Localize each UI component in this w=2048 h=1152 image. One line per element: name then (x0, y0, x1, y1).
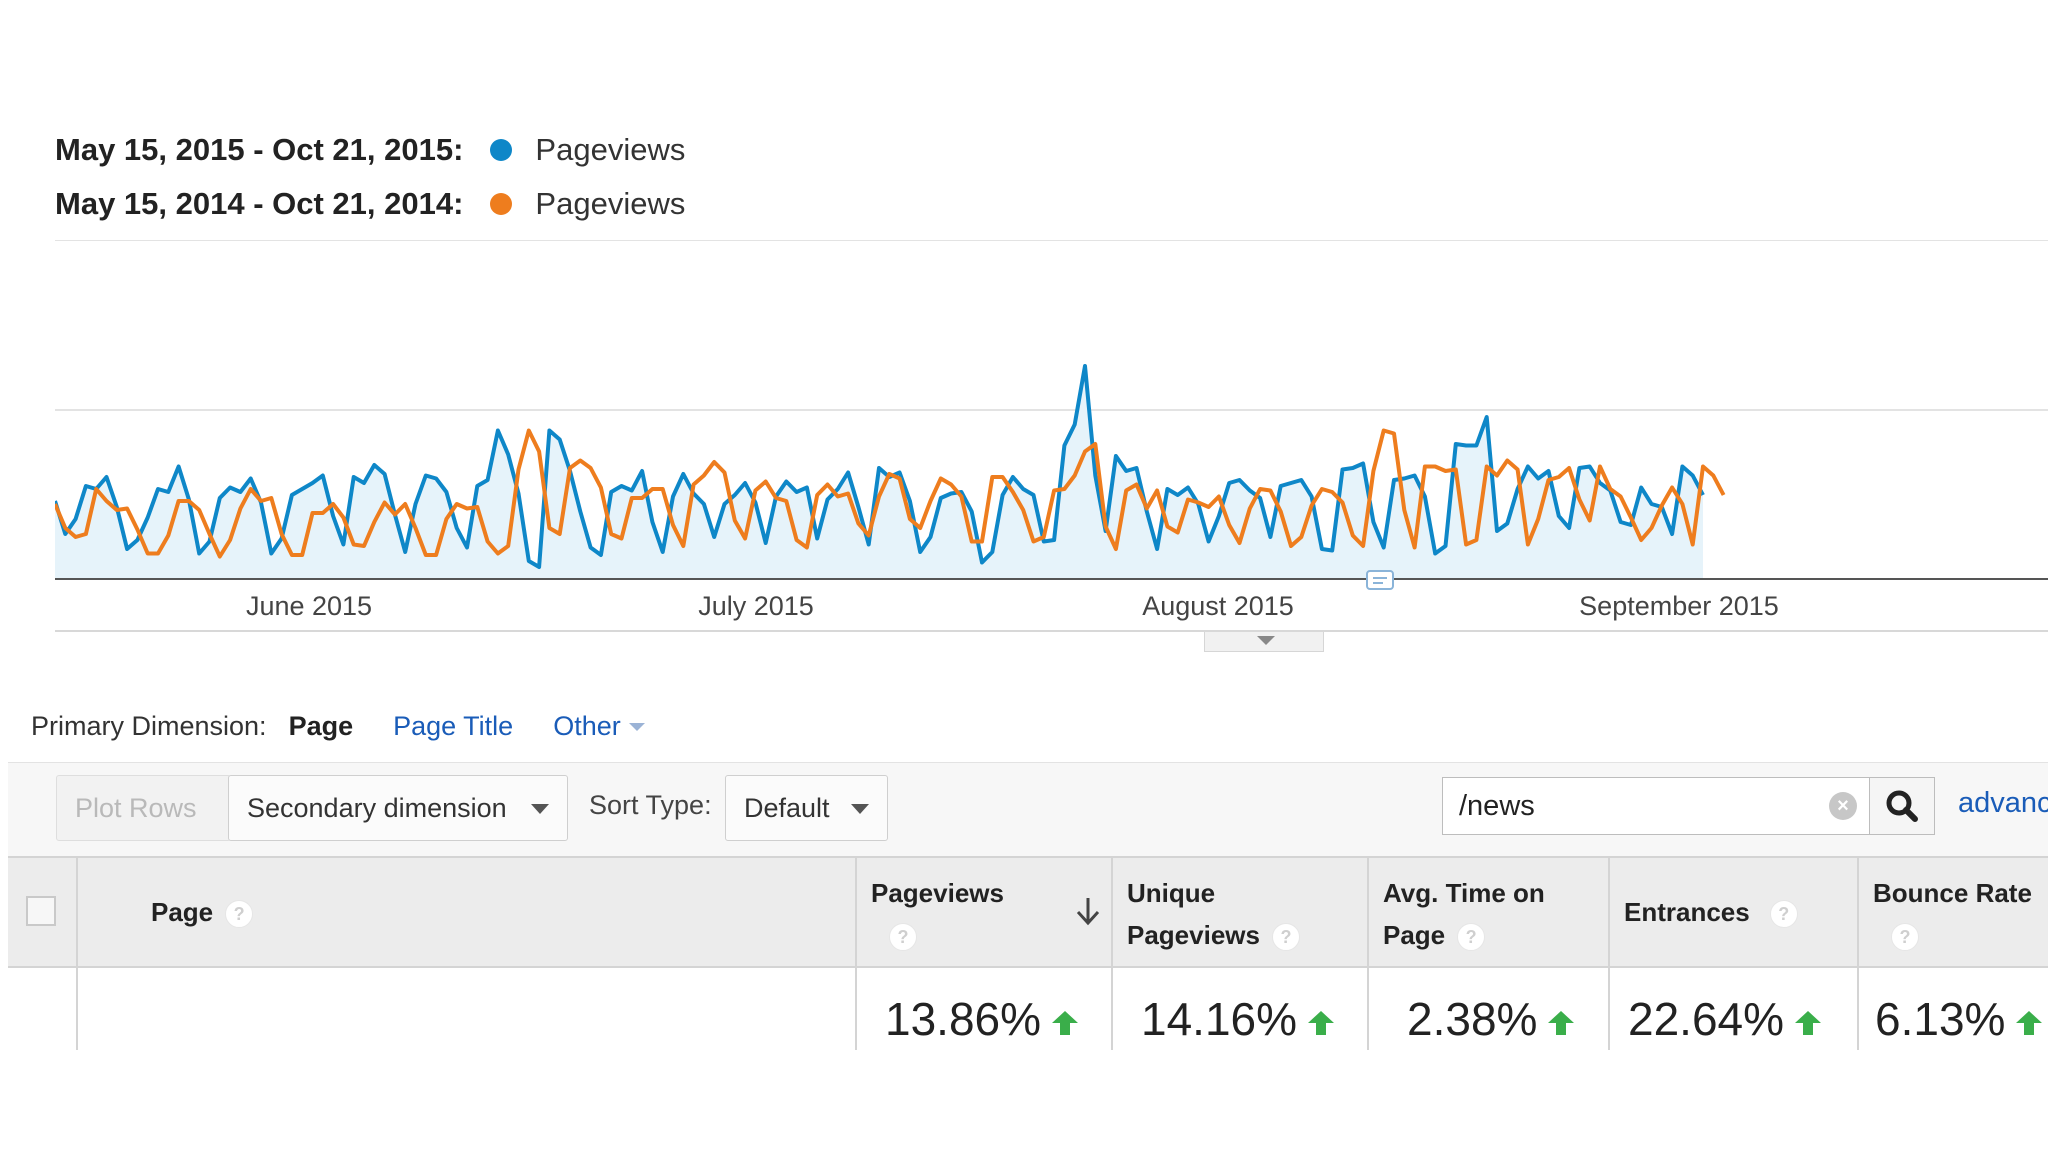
chevron-down-icon (1257, 636, 1275, 645)
page-footer-blank (0, 1050, 2048, 1152)
series-line-1 (55, 428, 1726, 559)
header-select (8, 858, 76, 966)
header-entrances[interactable]: Entrances? (1608, 858, 1857, 966)
secondary-dimension-label: Secondary dimension (247, 792, 507, 823)
plot-rows-label: Plot Rows (75, 792, 197, 823)
x-tick-label: August 2015 (1142, 591, 1294, 621)
help-icon[interactable]: ? (225, 900, 254, 929)
chart-collapse-toggle[interactable] (1204, 632, 1324, 652)
series-line-0 (55, 364, 1705, 569)
bounce-change: 6.13% (1875, 993, 2006, 1045)
header-page-label: Page (151, 897, 214, 927)
secondary-dimension-dropdown[interactable]: Secondary dimension (228, 775, 568, 841)
row-unique-cell: 14.16% (1111, 968, 1367, 1050)
table-header: Page? Pageviews? Unique Pageviews? Avg. T… (8, 856, 2048, 968)
arrow-up-icon (1308, 1010, 1335, 1035)
primary-dimension-bar: Primary Dimension: Page Page Title Other (31, 706, 645, 746)
dimension-other-label: Other (553, 710, 621, 741)
legend-previous-metric: Pageviews (535, 186, 686, 221)
header-avg-label-1: Avg. Time on (1383, 878, 1545, 908)
arrow-up-icon (2016, 1010, 2043, 1035)
row-avg-time-cell: 2.38% (1367, 968, 1608, 1050)
primary-dimension-label: Primary Dimension: (31, 710, 267, 741)
unique-change: 14.16% (1141, 993, 1298, 1045)
legend-current-dot (490, 139, 513, 161)
legend-current: May 15, 2015 - Oct 21, 2015: Pageviews (55, 132, 685, 168)
table-toolbar: Plot Rows Secondary dimension Sort Type:… (8, 762, 2048, 857)
search-button[interactable] (1869, 777, 1935, 835)
legend-current-metric: Pageviews (535, 132, 686, 167)
dimension-other[interactable]: Other (553, 711, 645, 742)
table-filter-value: /news (1459, 790, 1535, 822)
select-all-checkbox[interactable] (26, 896, 56, 926)
header-unique-label-1: Unique (1127, 878, 1216, 908)
dropdown-arrow-icon (531, 804, 549, 814)
help-icon[interactable]: ? (1769, 900, 1798, 929)
entrances-change: 22.64% (1628, 993, 1785, 1045)
row-entrances-cell: 22.64% (1608, 968, 1857, 1050)
caret-down-icon (628, 723, 645, 732)
header-avg-label-2: Page (1383, 920, 1446, 950)
annotation-icon[interactable] (1366, 570, 1394, 590)
pageviews-change: 13.86% (885, 993, 1042, 1045)
header-pageviews[interactable]: Pageviews? (855, 858, 1111, 966)
clear-icon[interactable]: × (1829, 792, 1857, 820)
row-page-cell (76, 968, 865, 1050)
legend-previous-dot (490, 193, 513, 215)
help-icon[interactable]: ? (1271, 923, 1300, 952)
legend-previous-range: May 15, 2014 - Oct 21, 2014: (55, 186, 464, 221)
avg-time-change: 2.38% (1407, 993, 1538, 1045)
help-icon[interactable]: ? (1457, 923, 1486, 952)
x-tick-label: July 2015 (698, 591, 814, 621)
help-icon[interactable]: ? (889, 923, 917, 952)
sort-descending-icon (1076, 898, 1100, 926)
arrow-up-icon (1795, 1010, 1822, 1035)
arrow-up-icon (1052, 1010, 1079, 1035)
pageviews-line-chart[interactable]: June 2015 July 2015 August 2015 September 2… (55, 240, 2048, 640)
header-unique-pageviews[interactable]: Unique Pageviews? (1111, 858, 1367, 966)
header-entrances-label: Entrances (1624, 897, 1750, 927)
search-icon (1886, 790, 1918, 822)
help-icon[interactable]: ? (1891, 923, 1919, 952)
annotation-marker[interactable] (1366, 570, 1394, 590)
header-page[interactable]: Page? (76, 858, 865, 966)
sort-type-label: Sort Type: (589, 790, 712, 820)
plot-rows-button[interactable]: Plot Rows (56, 775, 231, 841)
legend-current-range: May 15, 2015 - Oct 21, 2015: (55, 132, 464, 167)
header-avg-time[interactable]: Avg. Time on Page? (1367, 858, 1608, 966)
x-tick-label: September 2015 (1579, 591, 1779, 621)
sort-type-dropdown[interactable]: Default (725, 775, 888, 841)
row-select-cell (8, 968, 76, 1050)
legend-previous: May 15, 2014 - Oct 21, 2014: Pageviews (55, 186, 685, 222)
table-row: 13.86% 14.16% 2.38% 22.64% 6.13% (8, 968, 2048, 1050)
advanced-filter-link[interactable]: advanced (1958, 787, 2048, 819)
header-pageviews-label: Pageviews (871, 878, 1004, 908)
dimension-page[interactable]: Page (288, 710, 354, 741)
x-tick-label: June 2015 (246, 591, 372, 621)
header-bounce-label: Bounce Rate (1873, 878, 2032, 908)
row-bounce-cell: 6.13% (1857, 968, 2048, 1050)
row-pageviews-cell: 13.86% (855, 968, 1111, 1050)
table-filter-input[interactable]: /news × (1442, 777, 1870, 835)
header-bounce-rate[interactable]: Bounce Rate? (1857, 858, 2048, 966)
header-unique-label-2: Pageviews (1127, 920, 1260, 950)
arrow-up-icon (1548, 1010, 1575, 1035)
sort-type-value: Default (744, 792, 830, 823)
dimension-page-title[interactable]: Page Title (393, 710, 514, 741)
dropdown-arrow-icon (851, 804, 869, 814)
